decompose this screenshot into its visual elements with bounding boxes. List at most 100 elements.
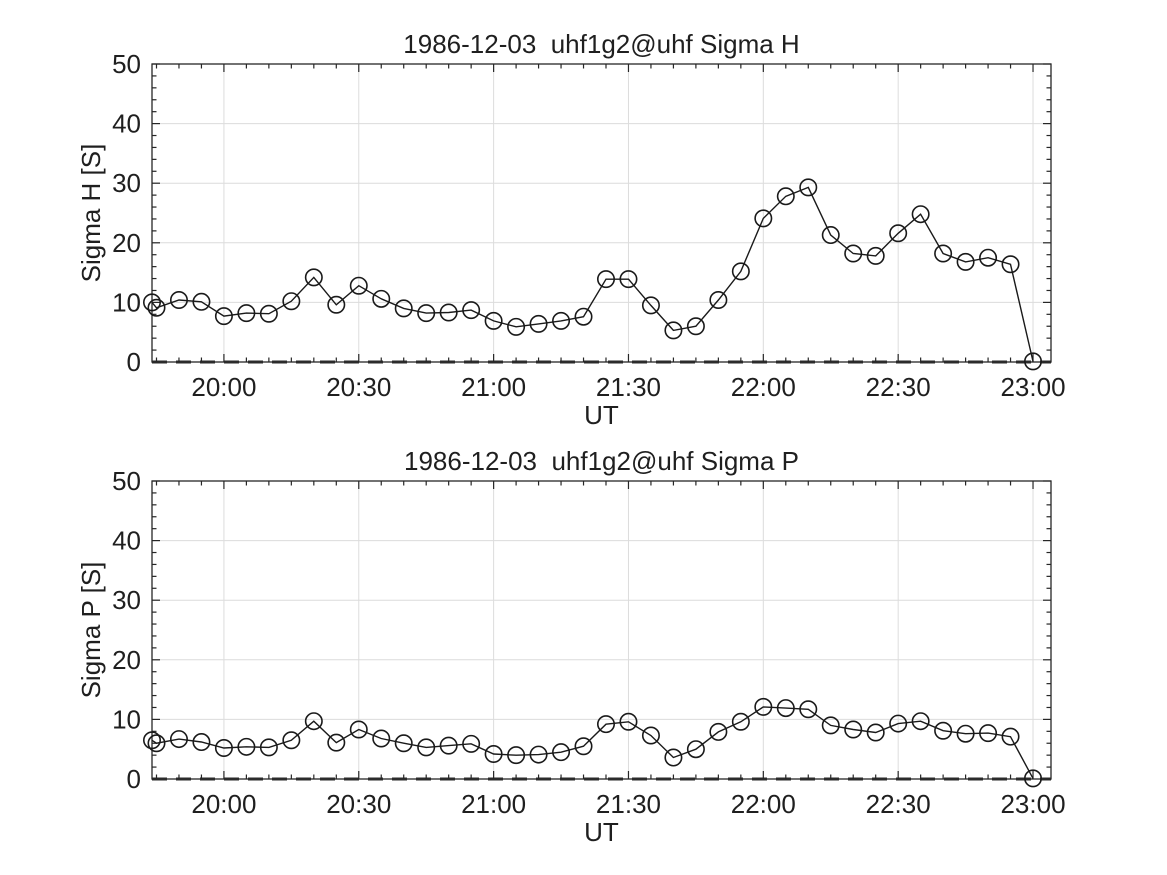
- y-tick-label: 0: [127, 764, 141, 794]
- y-tick-label: 10: [112, 704, 141, 734]
- data-point-marker: [462, 734, 481, 753]
- data-point-marker: [956, 724, 975, 743]
- data-point-marker: [1001, 727, 1020, 746]
- data-point-marker: [484, 744, 503, 763]
- data-point-marker: [754, 697, 773, 716]
- data-point-marker: [1024, 769, 1043, 788]
- data-point-marker: [259, 304, 278, 323]
- data-point-marker: [417, 738, 436, 757]
- x-tick-label: 20:30: [326, 789, 391, 819]
- data-point-marker: [394, 734, 413, 753]
- y-axis-label: Sigma H [S]: [76, 144, 106, 283]
- data-point-marker: [552, 743, 571, 762]
- plot-box: [151, 480, 1052, 780]
- x-tick-label: 21:30: [596, 789, 661, 819]
- data-point-marker: [372, 289, 391, 308]
- y-tick-label: 10: [112, 287, 141, 317]
- data-point-marker: [889, 714, 908, 733]
- data-point-marker: [799, 700, 818, 719]
- data-point-marker: [327, 295, 346, 314]
- data-point-marker: [1001, 255, 1020, 274]
- data-point-marker: [709, 722, 728, 741]
- data-point-marker: [934, 244, 953, 263]
- x-axis-label: UT: [584, 400, 619, 430]
- data-point-marker: [844, 720, 863, 739]
- data-point-marker: [394, 299, 413, 318]
- data-point-marker: [192, 733, 211, 752]
- data-point-marker: [664, 321, 683, 340]
- data-point-marker: [776, 699, 795, 718]
- data-point-marker: [439, 303, 458, 322]
- data-point-marker: [866, 723, 885, 742]
- x-tick-label: 21:30: [596, 372, 661, 402]
- data-point-marker: [731, 262, 750, 281]
- y-axis-label: Sigma P [S]: [76, 562, 106, 699]
- data-point-marker: [169, 730, 188, 749]
- data-point-marker: [237, 737, 256, 756]
- sigma-p-subplot: 20:00 20:30 21:00 21:30 22:00 22:30 23:00 0 10 20…: [76, 446, 1066, 847]
- data-point-marker: [282, 731, 301, 750]
- data-point-marker: [552, 311, 571, 330]
- x-axis-label: UT: [584, 817, 619, 847]
- data-point-marker: [327, 733, 346, 752]
- data-point-marker: [664, 748, 683, 767]
- data-point-marker: [214, 739, 233, 758]
- data-point-marker: [439, 736, 458, 755]
- data-point-marker: [574, 737, 593, 756]
- data-point-marker: [304, 712, 323, 731]
- data-point-marker: [143, 731, 162, 750]
- data-point-marker: [641, 296, 660, 315]
- data-point-marker: [1024, 352, 1043, 371]
- data-point-marker: [799, 178, 818, 197]
- y-tick-label: 50: [112, 466, 141, 496]
- data-point-marker: [596, 715, 615, 734]
- data-point-marker: [143, 293, 162, 312]
- data-point-marker: [731, 712, 750, 731]
- y-tick-label: 40: [112, 109, 141, 139]
- x-tick-label: 22:00: [731, 372, 796, 402]
- x-tick-label: 22:30: [866, 372, 931, 402]
- data-point-marker: [889, 224, 908, 243]
- x-tick-label: 23:00: [1000, 789, 1065, 819]
- chart-title: 1986-12-03 uhf1g2@uhf Sigma H: [403, 29, 799, 59]
- data-point-marker: [484, 311, 503, 330]
- data-point-marker: [462, 301, 481, 320]
- data-point-marker: [911, 205, 930, 224]
- x-tick-label: 20:30: [326, 372, 391, 402]
- data-line: [151, 186, 1034, 362]
- data-point-marker: [596, 270, 615, 289]
- data-point-marker: [349, 720, 368, 739]
- data-point-marker: [507, 317, 526, 336]
- y-tick-label: 0: [127, 347, 141, 377]
- data-point-marker: [709, 291, 728, 310]
- data-point-marker: [866, 246, 885, 265]
- data-point-marker: [259, 738, 278, 757]
- y-tick-label: 40: [112, 526, 141, 556]
- x-tick-label: 22:00: [731, 789, 796, 819]
- data-point-marker: [372, 729, 391, 748]
- chart-title: 1986-12-03 uhf1g2@uhf Sigma P: [404, 446, 799, 476]
- x-tick-label: 22:30: [866, 789, 931, 819]
- data-point-marker: [619, 712, 638, 731]
- data-point-marker: [956, 252, 975, 271]
- y-tick-label: 30: [112, 585, 141, 615]
- data-point-marker: [686, 740, 705, 759]
- y-tick-label: 20: [112, 228, 141, 258]
- data-point-marker: [237, 304, 256, 323]
- data-point-marker: [934, 721, 953, 740]
- data-point-marker: [304, 268, 323, 287]
- data-point-marker: [507, 746, 526, 765]
- data-point-marker: [821, 716, 840, 735]
- data-point-marker: [844, 244, 863, 263]
- data-point-marker: [686, 317, 705, 336]
- y-tick-label: 30: [112, 168, 141, 198]
- plot-box: [151, 63, 1052, 363]
- data-point-marker: [641, 726, 660, 745]
- data-point-marker: [529, 314, 548, 333]
- data-point-marker: [417, 304, 436, 323]
- data-point-marker: [529, 745, 548, 764]
- data-point-marker: [619, 270, 638, 289]
- data-point-marker: [192, 292, 211, 311]
